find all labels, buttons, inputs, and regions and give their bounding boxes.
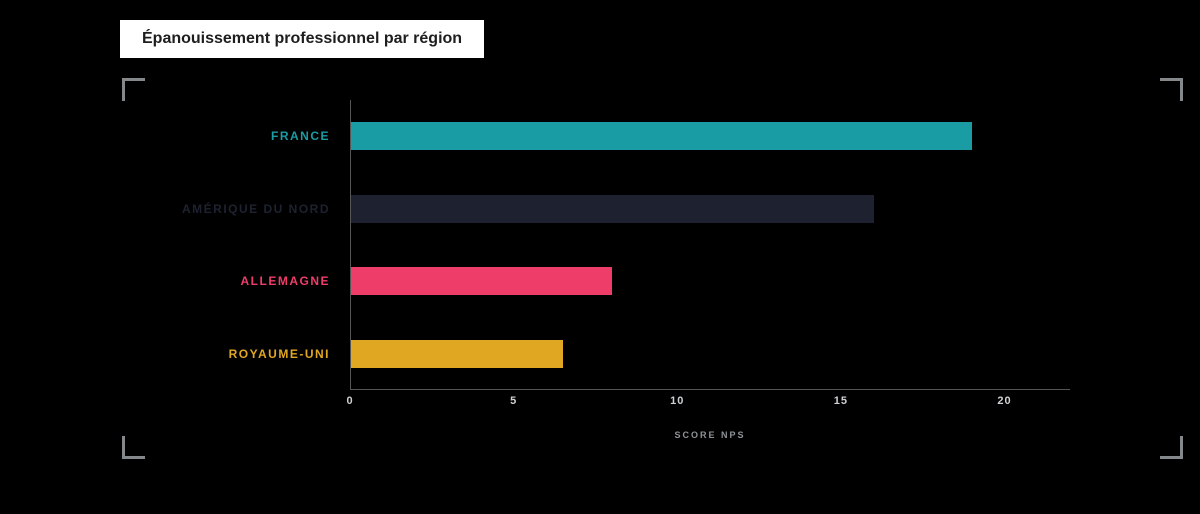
bar bbox=[351, 195, 874, 223]
bar bbox=[351, 267, 612, 295]
x-tick: 5 bbox=[510, 395, 517, 407]
frame-corner-br bbox=[1160, 436, 1183, 459]
category-label: ROYAUME-UNI bbox=[120, 347, 330, 361]
chart-root: Épanouissement professionnel par région … bbox=[0, 0, 1200, 514]
x-tick: 15 bbox=[834, 395, 848, 407]
x-axis-title: SCORE NPS bbox=[350, 430, 1070, 440]
x-axis-line bbox=[350, 389, 1070, 390]
chart-area: FRANCE AMÉRIQUE DU NORD ALLEMAGNE ROYAUME-U… bbox=[120, 80, 1080, 450]
x-tick: 20 bbox=[997, 395, 1011, 407]
frame-corner-tr bbox=[1160, 78, 1183, 101]
x-tick: 0 bbox=[346, 395, 353, 407]
category-label: FRANCE bbox=[120, 129, 330, 143]
chart-title: Épanouissement professionnel par région bbox=[120, 20, 484, 58]
category-label: ALLEMAGNE bbox=[120, 274, 330, 288]
bar bbox=[351, 340, 563, 368]
x-tick: 10 bbox=[670, 395, 684, 407]
x-axis-ticks: 05101520 bbox=[350, 395, 1070, 415]
plot-area bbox=[350, 100, 1070, 390]
category-label: AMÉRIQUE DU NORD bbox=[120, 202, 330, 216]
y-axis-labels: FRANCE AMÉRIQUE DU NORD ALLEMAGNE ROYAUME-U… bbox=[120, 100, 340, 390]
bar bbox=[351, 122, 972, 150]
